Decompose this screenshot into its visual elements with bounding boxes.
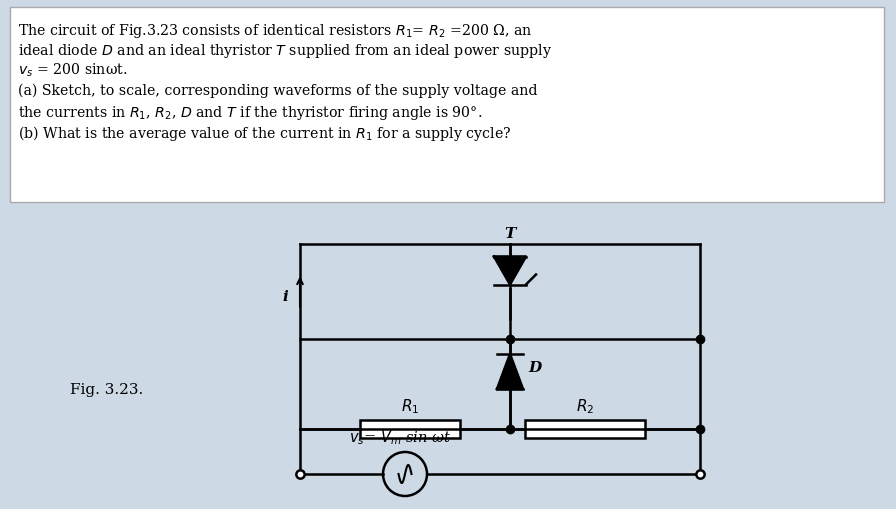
- Text: (b) What is the average value of the current in $R_1$ for a supply cycle?: (b) What is the average value of the cur…: [18, 124, 512, 143]
- Bar: [525, 420, 645, 438]
- Text: D: D: [528, 361, 541, 375]
- Text: The circuit of Fig.3.23 consists of identical resistors $R_1$= $R_2$ =200 Ω, an: The circuit of Fig.3.23 consists of iden…: [18, 22, 532, 40]
- Text: $v_s$= $V_m$ sin ωt: $v_s$= $V_m$ sin ωt: [349, 428, 452, 446]
- Text: ideal diode $D$ and an ideal thyristor $T$ supplied from an ideal power supply: ideal diode $D$ and an ideal thyristor $…: [18, 42, 552, 60]
- Text: i: i: [282, 290, 288, 304]
- Text: the currents in $R_1$, $R_2$, $D$ and $T$ if the thyristor firing angle is 90°.: the currents in $R_1$, $R_2$, $D$ and $T…: [18, 104, 482, 122]
- Polygon shape: [497, 354, 523, 389]
- FancyBboxPatch shape: [10, 8, 884, 203]
- Text: T: T: [504, 227, 516, 241]
- Bar: [360, 420, 460, 438]
- Text: Fig. 3.23.: Fig. 3.23.: [70, 382, 143, 396]
- Polygon shape: [494, 257, 526, 285]
- Text: (a) Sketch, to scale, corresponding waveforms of the supply voltage and: (a) Sketch, to scale, corresponding wave…: [18, 84, 538, 98]
- Text: $R_1$: $R_1$: [401, 397, 419, 415]
- Text: $v_s$ = 200 sinωt.: $v_s$ = 200 sinωt.: [18, 62, 127, 79]
- Text: $R_2$: $R_2$: [576, 397, 594, 415]
